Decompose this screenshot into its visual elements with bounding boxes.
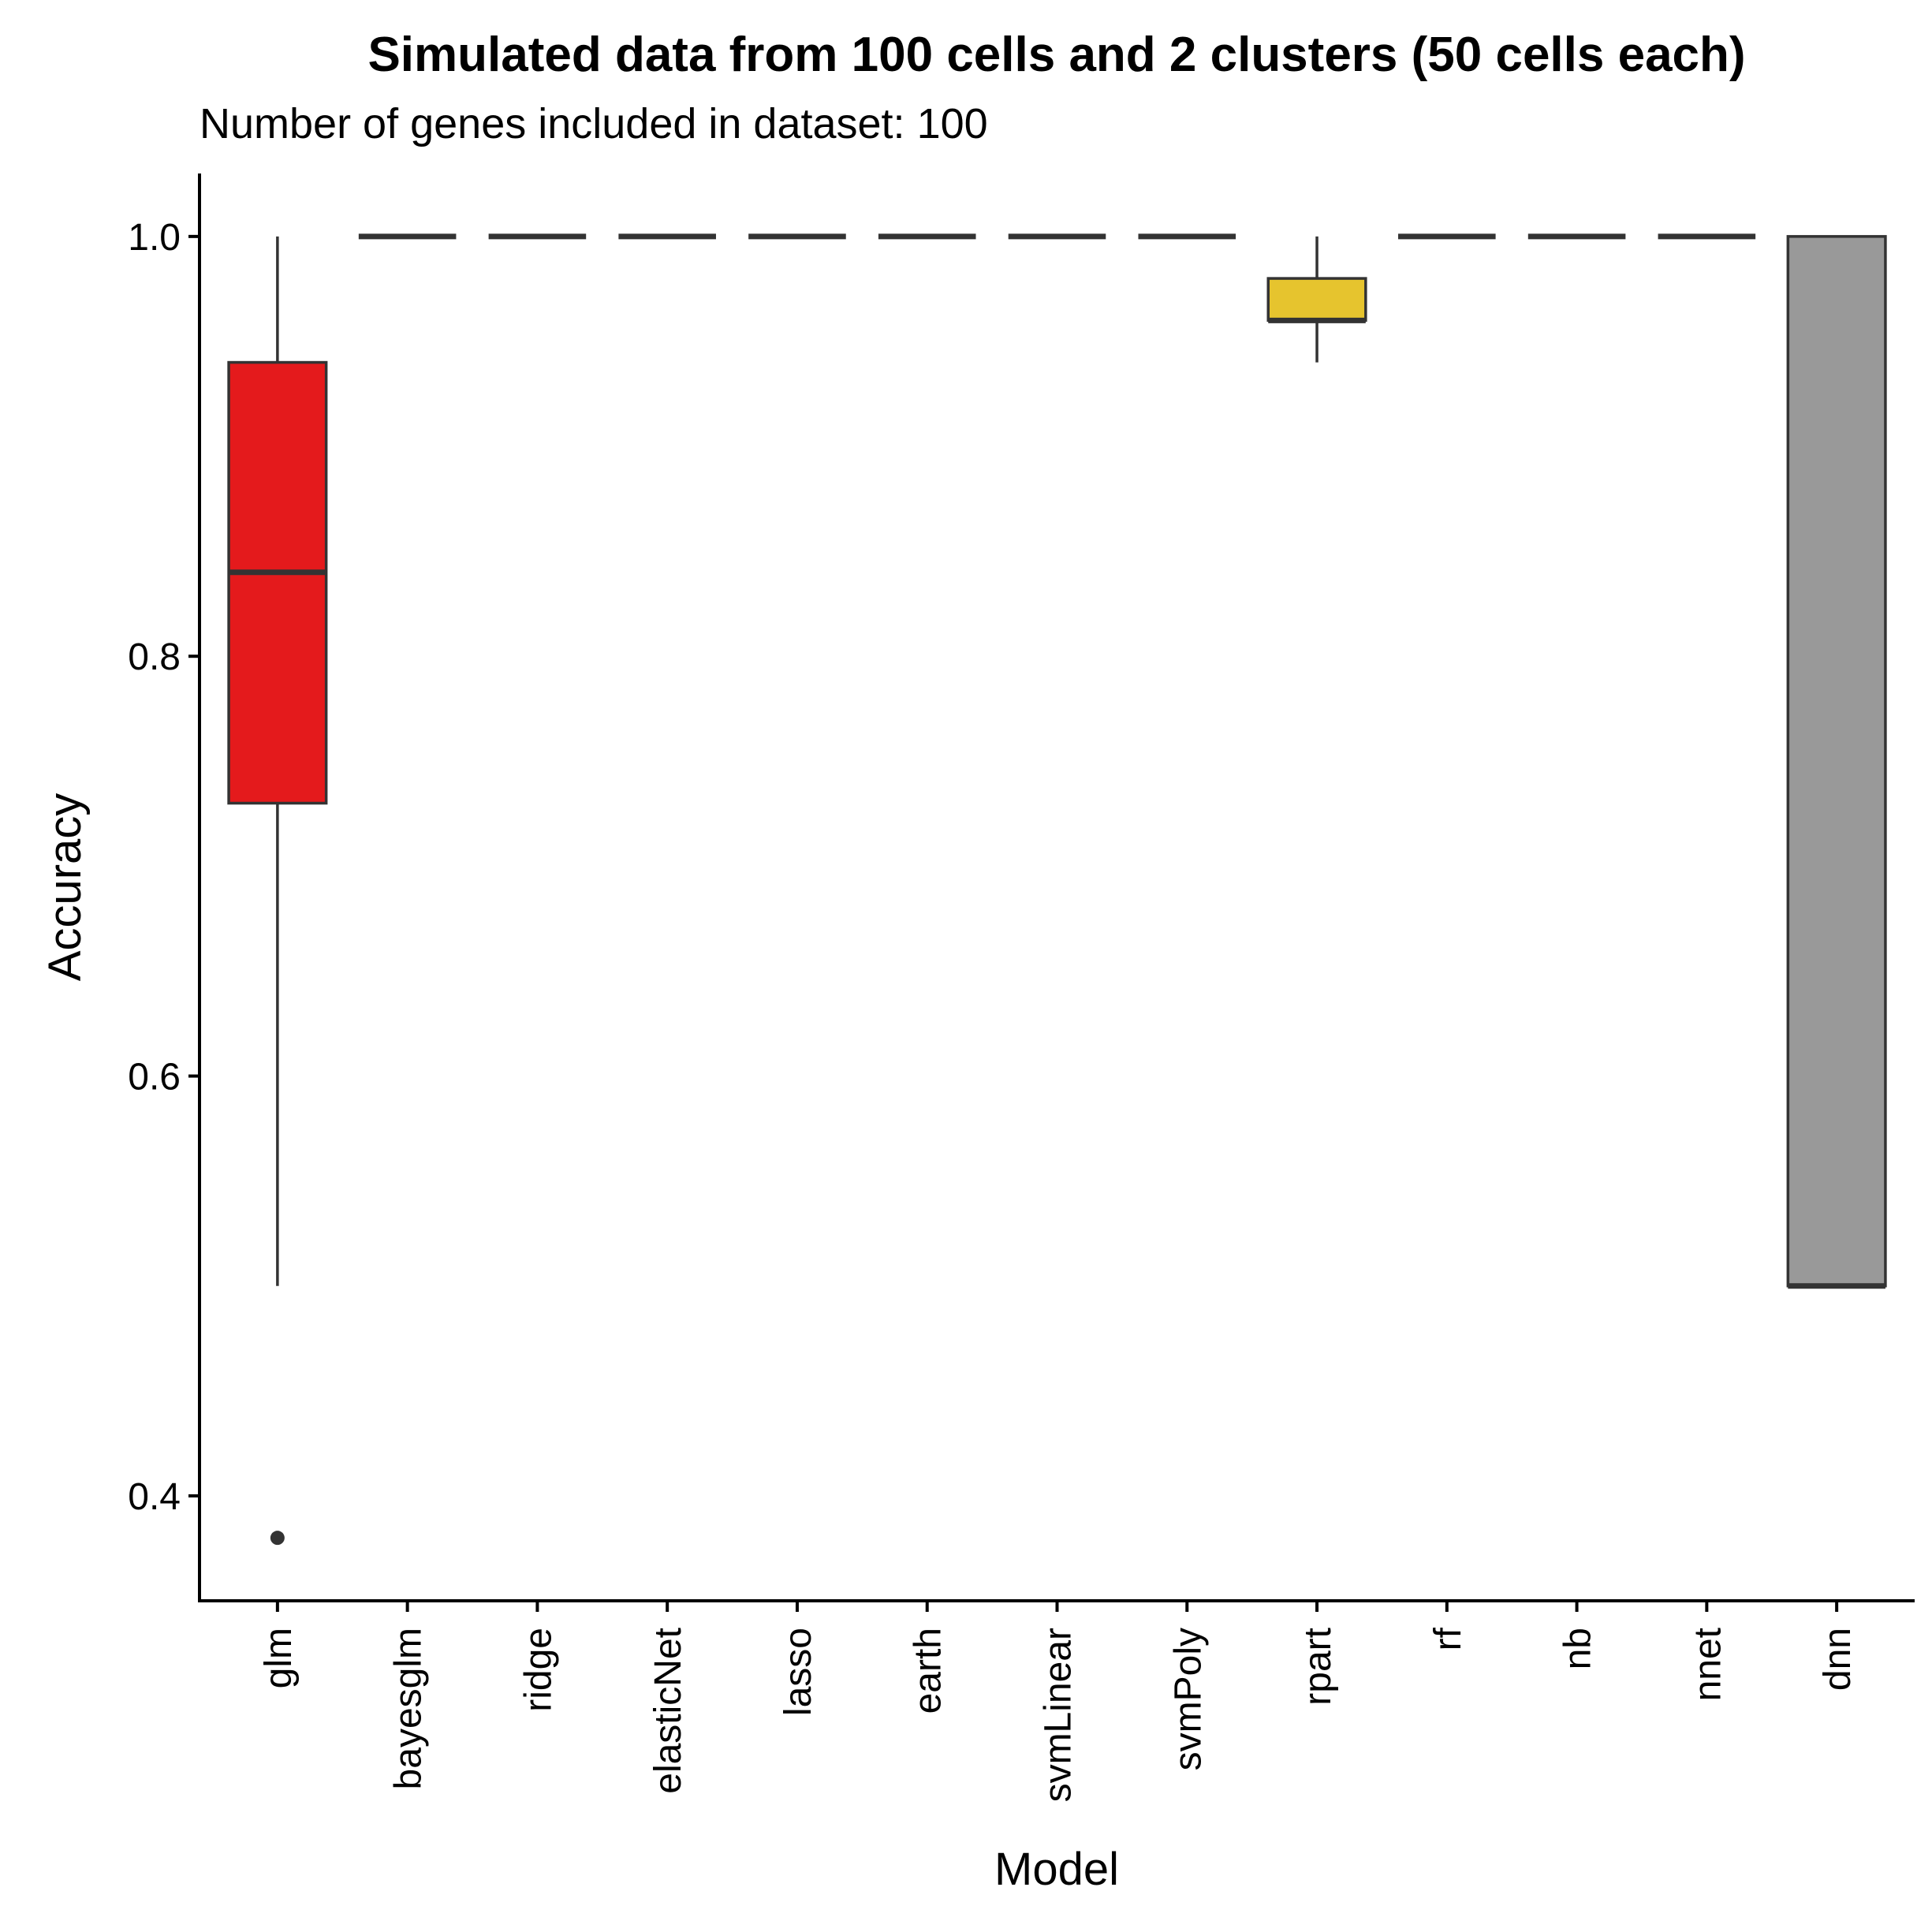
- y-tick-label: 0.6: [128, 1057, 181, 1098]
- x-tick-label-dnn: dnn: [1817, 1628, 1859, 1691]
- y-tick-label: 0.4: [128, 1476, 181, 1518]
- y-tick-label: 0.8: [128, 636, 181, 678]
- x-tick-label-svmLinear: svmLinear: [1038, 1628, 1080, 1802]
- x-tick-label-elasticNet: elasticNet: [647, 1628, 689, 1794]
- boxes-layer: [227, 233, 1887, 1546]
- y-ticks: 0.4 0.6 0.8 1.0: [128, 217, 200, 1518]
- x-tick-label-ridge: ridge: [517, 1628, 559, 1712]
- chart-title: Simulated data from 100 cells and 2 clus…: [367, 28, 1745, 82]
- x-tick-label-rf: rf: [1427, 1627, 1469, 1650]
- x-tick-label-svmPoly: svmPoly: [1167, 1628, 1209, 1770]
- x-tick-label-glm: glm: [258, 1628, 300, 1688]
- x-tick-label-earth: earth: [908, 1628, 949, 1714]
- box-body: [1266, 277, 1367, 323]
- box-glm: [227, 236, 328, 1546]
- x-tick-label-bayesglm: bayesglm: [388, 1628, 430, 1789]
- box-rpart: [1266, 236, 1367, 363]
- x-tick-label-lasso: lasso: [778, 1628, 819, 1716]
- box-body: [227, 360, 328, 805]
- y-tick-label: 1.0: [128, 217, 181, 259]
- outlier-point: [270, 1531, 285, 1546]
- box-body: [1786, 235, 1887, 1288]
- x-ticks: glm bayesglm ridge elasticNet lasso earth svmL…: [258, 1601, 1859, 1802]
- x-tick-label-rpart: rpart: [1297, 1628, 1339, 1706]
- chart-subtitle: Number of genes included in dataset: 100: [200, 100, 988, 147]
- box-dnn: [1786, 235, 1887, 1289]
- y-axis-title: Accuracy: [39, 793, 91, 982]
- x-axis-title: Model: [994, 1844, 1119, 1895]
- x-tick-label-nnet: nnet: [1687, 1628, 1729, 1701]
- x-tick-label-nb: nb: [1557, 1628, 1599, 1669]
